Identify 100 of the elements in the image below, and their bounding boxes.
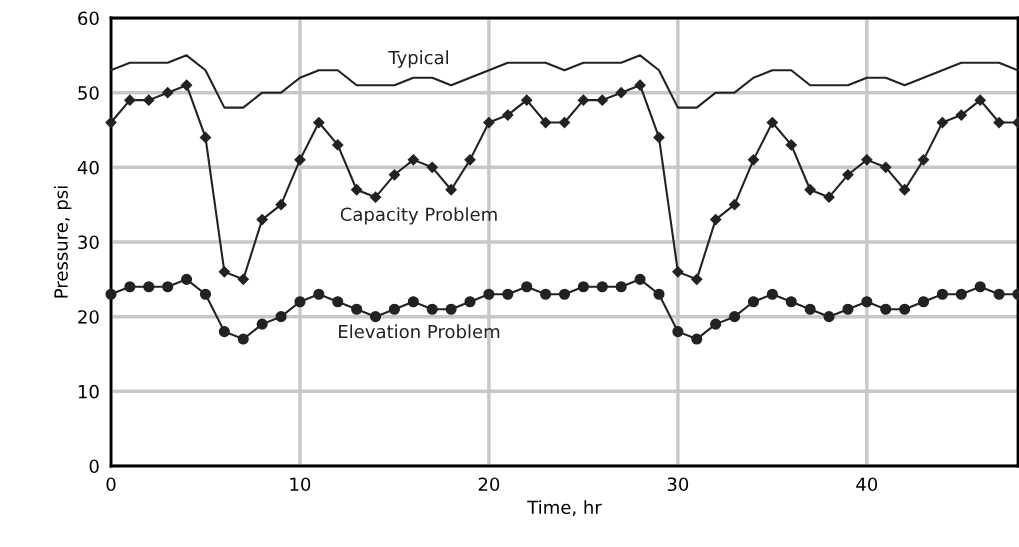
point	[955, 109, 967, 121]
point	[388, 169, 401, 181]
point	[785, 296, 797, 308]
point	[483, 116, 495, 129]
point	[729, 311, 741, 323]
y-tick-label: 10	[78, 384, 99, 399]
point	[634, 79, 646, 91]
y-tick-label: 20	[78, 310, 99, 324]
point	[804, 184, 816, 196]
point	[672, 326, 684, 338]
point	[899, 303, 911, 315]
point	[275, 199, 287, 211]
point	[143, 281, 155, 293]
point	[313, 116, 325, 129]
point	[351, 184, 363, 196]
point	[426, 161, 438, 173]
point	[955, 288, 967, 300]
point	[823, 311, 835, 323]
point	[445, 184, 457, 196]
point	[728, 199, 741, 211]
y-tick-label: 50	[78, 86, 99, 100]
point	[407, 296, 419, 308]
point	[993, 288, 1005, 300]
point	[615, 281, 627, 293]
point	[162, 281, 174, 293]
point	[105, 116, 117, 129]
point	[785, 139, 797, 151]
point	[861, 154, 873, 166]
y-axis-title: Pressure, psi	[53, 186, 72, 298]
y-tick-label: 60	[78, 11, 99, 26]
point	[256, 318, 268, 330]
point	[332, 139, 344, 151]
point	[218, 266, 230, 278]
point	[672, 266, 684, 278]
point	[199, 131, 212, 144]
point	[558, 116, 571, 129]
point	[766, 288, 778, 300]
point	[804, 303, 816, 315]
series-label: Typical	[388, 50, 448, 68]
point	[691, 333, 703, 345]
point	[634, 273, 646, 285]
point	[369, 311, 382, 323]
point	[747, 296, 760, 308]
point	[124, 281, 136, 293]
point	[842, 169, 854, 181]
x-axis-title: Time, hr	[527, 500, 602, 516]
point	[936, 116, 949, 129]
point	[502, 109, 514, 121]
x-tick-label: 0	[106, 477, 116, 492]
point	[521, 94, 533, 106]
point	[539, 116, 552, 129]
point	[747, 154, 760, 166]
point	[861, 296, 873, 308]
x-tick-label: 10	[290, 477, 311, 492]
point	[199, 288, 212, 300]
point	[294, 296, 306, 308]
point	[332, 296, 344, 308]
point	[143, 94, 155, 106]
point	[521, 281, 533, 293]
point	[483, 288, 495, 300]
point	[577, 94, 590, 106]
x-tick-label: 30	[667, 477, 689, 492]
point	[899, 184, 911, 196]
point	[974, 281, 986, 293]
point	[596, 94, 608, 106]
point	[445, 303, 457, 315]
point	[237, 273, 249, 285]
point	[842, 303, 854, 315]
point	[917, 296, 930, 308]
point	[351, 303, 363, 315]
y-tick-label: 40	[77, 160, 99, 175]
point	[691, 273, 703, 285]
y-tick-label: 0	[89, 459, 99, 474]
point	[180, 79, 193, 91]
point	[426, 303, 438, 315]
point	[237, 333, 249, 345]
point	[558, 288, 571, 300]
point	[124, 94, 136, 106]
point	[407, 154, 419, 166]
point	[653, 288, 665, 300]
point	[710, 213, 722, 226]
point	[218, 326, 230, 338]
y-tick-label: 30	[78, 235, 99, 250]
point	[162, 87, 174, 99]
point	[294, 154, 306, 166]
x-tick-label: 20	[478, 477, 500, 492]
series-label: Capacity Problem	[340, 207, 497, 225]
point	[540, 288, 552, 300]
point	[369, 191, 382, 203]
point	[880, 303, 892, 315]
point	[615, 87, 627, 99]
point	[917, 154, 930, 166]
point	[766, 116, 778, 129]
point	[880, 161, 892, 173]
point	[105, 288, 117, 300]
point	[388, 303, 400, 315]
point	[502, 288, 514, 300]
point	[256, 213, 268, 226]
point	[464, 296, 476, 308]
point	[823, 191, 835, 203]
